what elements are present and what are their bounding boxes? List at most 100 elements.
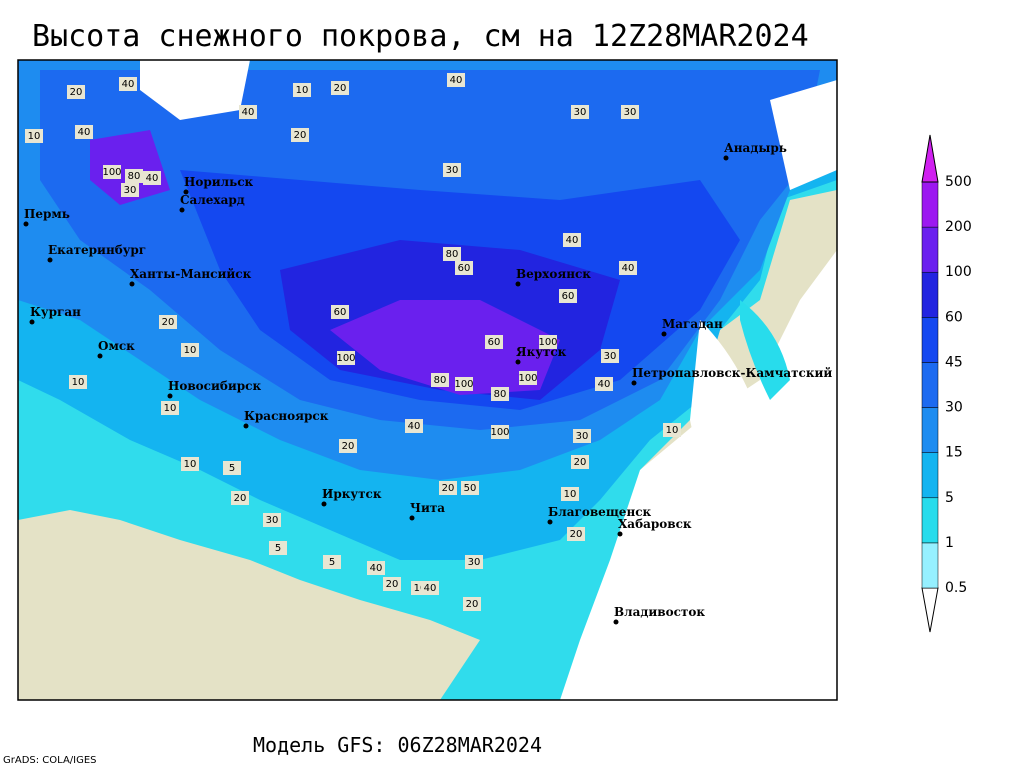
- city-dot: [409, 515, 415, 521]
- colorbar-label: 45: [945, 354, 963, 370]
- city-dot: [23, 221, 29, 227]
- contour-label: 20: [571, 455, 589, 469]
- contour-label: 40: [405, 419, 423, 433]
- contour-label-text: 20: [162, 317, 175, 328]
- contour-label-text: 60: [488, 337, 501, 348]
- contour-label: 40: [367, 561, 385, 575]
- colorbar-segment: [921, 271, 939, 318]
- city-label: Новосибирск: [168, 379, 261, 393]
- contour-label-text: 80: [494, 389, 507, 400]
- contour-label-text: 20: [442, 483, 455, 494]
- contour-label: 40: [119, 77, 137, 91]
- contour-label-text: 100: [336, 353, 355, 364]
- contour-label-text: 40: [78, 127, 91, 138]
- contour-label: 80: [125, 169, 143, 183]
- contour-label-box: [519, 371, 537, 385]
- contour-label-text: 100: [490, 427, 509, 438]
- contour-label: 10: [663, 423, 681, 437]
- contour-label-box: [595, 377, 613, 391]
- contour-label: 10: [561, 487, 579, 501]
- contour-label: 100: [454, 377, 474, 391]
- contour-label: 30: [571, 105, 589, 119]
- ocean-north: [140, 60, 250, 120]
- contour-label-text: 10: [296, 85, 309, 96]
- city-label: Норильск: [184, 175, 254, 189]
- city-label: Верхоянск: [516, 267, 591, 281]
- city-dot: [179, 207, 185, 213]
- colorbar-under: [921, 587, 939, 633]
- contour-label-text: 60: [458, 263, 471, 274]
- contour-label-text: 80: [434, 375, 447, 386]
- contour-label-text: 80: [128, 171, 141, 182]
- city-label: Владивосток: [614, 605, 705, 619]
- contour-label-text: 40: [622, 263, 635, 274]
- contour-label-box: [337, 351, 355, 365]
- contour-label-box: [567, 527, 585, 541]
- colorbar-label: 1: [945, 535, 954, 551]
- contour-label: 40: [421, 581, 439, 595]
- snow-100-200-ural: [90, 130, 170, 205]
- contour-label-box: [143, 171, 161, 185]
- credit: GrADS: COLA/IGES: [3, 755, 97, 766]
- contour-label-box: [571, 105, 589, 119]
- contour-label-text: 10: [666, 425, 679, 436]
- contour-label-text: 5: [229, 463, 235, 474]
- contour-label-box: [263, 513, 281, 527]
- contour-label-text: 100: [454, 379, 473, 390]
- contour-label-box: [75, 125, 93, 139]
- contour-label-box: [293, 83, 311, 97]
- contour-label: 60: [485, 335, 503, 349]
- contour-label-text: 40: [242, 107, 255, 118]
- city-label: Благовещенск: [548, 505, 652, 519]
- contour-label-box: [291, 128, 309, 142]
- city-dot: [321, 501, 327, 507]
- contour-label: 80: [443, 247, 461, 261]
- contour-label-text: 40: [598, 379, 611, 390]
- city-dot: [183, 189, 189, 195]
- contour-label: 10: [181, 343, 199, 357]
- contour-label-text: 40: [122, 79, 135, 90]
- contour-label: 30: [601, 349, 619, 363]
- contour-label-box: [159, 315, 177, 329]
- city-label: Ханты-Мансийск: [130, 267, 252, 281]
- city-label: Красноярск: [244, 409, 329, 423]
- contour-label: 60: [331, 305, 349, 319]
- snow-100-200: [330, 300, 560, 395]
- contour-label-box: [559, 289, 577, 303]
- contour-label-box: [455, 261, 473, 275]
- map-body: [17, 59, 838, 701]
- contour-label: 10: [181, 457, 199, 471]
- city-dot: [243, 423, 249, 429]
- contour-label-text: 30: [266, 515, 279, 526]
- contour-label-box: [563, 233, 581, 247]
- contour-label-text: 30: [124, 185, 137, 196]
- contour-label: 20: [159, 315, 177, 329]
- contour-label-box: [601, 349, 619, 363]
- ocean: [540, 250, 837, 700]
- contour-label-text: 40: [408, 421, 421, 432]
- city-dot: [613, 619, 619, 625]
- contour-label: 10: [293, 83, 311, 97]
- city-label: Омск: [98, 339, 135, 353]
- contour-label-text: 30: [446, 165, 459, 176]
- contour-label-text: 20: [386, 579, 399, 590]
- contour-label-text: 5: [329, 557, 335, 568]
- contour-label-box: [239, 105, 257, 119]
- contour-label: 20: [291, 128, 309, 142]
- city-dot: [617, 531, 623, 537]
- city-label: Хабаровск: [618, 517, 692, 531]
- city-label: Петропавловск-Камчатский: [632, 366, 832, 380]
- contour-label-text: 30: [574, 107, 587, 118]
- city-label: Анадырь: [724, 141, 787, 155]
- contour-label: 100: [102, 165, 122, 179]
- contour-label: 60: [559, 289, 577, 303]
- contour-label: 100: [490, 425, 510, 439]
- contour-label: 100: [538, 335, 558, 349]
- contour-label-box: [161, 401, 179, 415]
- contour-label-text: 10: [28, 131, 41, 142]
- contour-label: 20: [231, 491, 249, 505]
- contour-label-text: 10: [414, 583, 427, 594]
- contour-label: 40: [619, 261, 637, 275]
- city-dot: [97, 353, 103, 359]
- contour-label-text: 10: [564, 489, 577, 500]
